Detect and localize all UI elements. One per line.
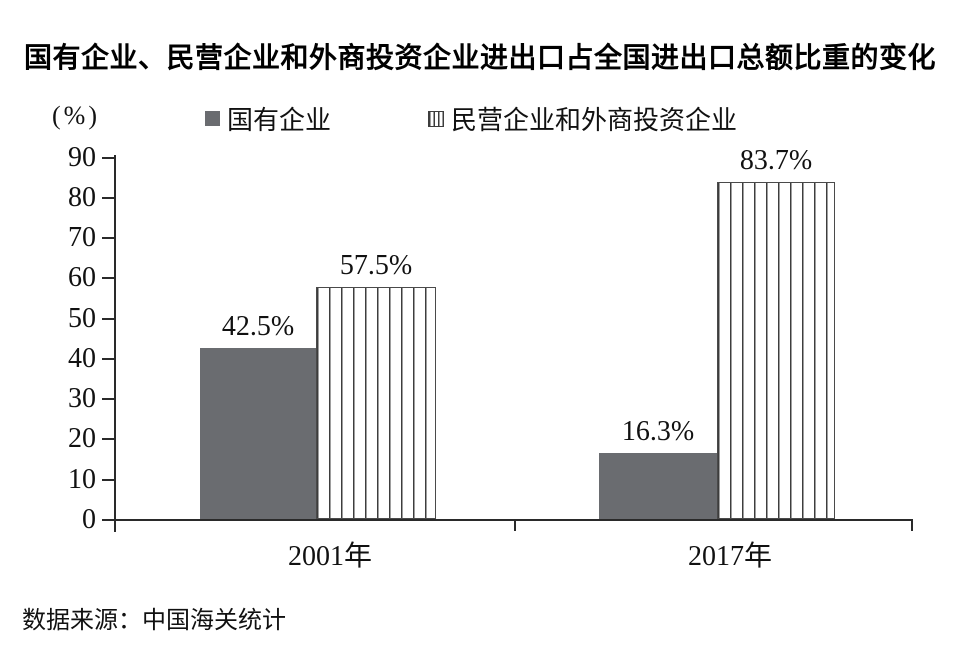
y-tick-label: 70 — [68, 222, 96, 254]
y-tick-label: 40 — [68, 342, 96, 374]
legend-item-state-owned: 国有企业 — [205, 100, 331, 137]
bar-striped — [316, 287, 436, 519]
y-tick — [102, 237, 114, 240]
x-tick — [514, 519, 516, 531]
y-tick-label: 90 — [68, 141, 96, 173]
y-tick — [102, 357, 114, 360]
x-axis-line — [114, 519, 913, 521]
y-tick — [102, 398, 114, 401]
y-tick-label: 0 — [82, 504, 96, 535]
bar-solid — [200, 347, 316, 519]
y-tick — [102, 156, 114, 159]
legend-label: 民营企业和外商投资企业 — [451, 106, 738, 135]
source-note: 数据来源：中国海关统计 — [22, 608, 286, 634]
y-tick — [102, 317, 114, 320]
legend-label: 国有企业 — [227, 106, 332, 135]
category-label-2001: 2001年 — [287, 541, 372, 572]
y-tick — [102, 196, 114, 199]
legend-item-private-foreign: 民营企业和外商投资企业 — [428, 100, 737, 137]
bar-solid — [599, 453, 717, 519]
y-tick — [102, 277, 114, 280]
bar-striped — [717, 181, 835, 519]
solid-gray-square-icon — [205, 111, 220, 126]
y-tick-label: 80 — [68, 181, 96, 213]
y-tick — [102, 519, 114, 521]
chart-title: 国有企业、民营企业和外商投资企业进出口占全国进出口总额比重的变化 — [23, 42, 936, 73]
category-label-2017: 2017年 — [687, 541, 772, 572]
value-label: 83.7% — [739, 144, 813, 176]
value-label: 57.5% — [339, 250, 413, 282]
vertical-striped-square-icon — [428, 110, 444, 127]
y-tick-label: 50 — [68, 302, 96, 334]
value-label: 16.3% — [621, 416, 695, 448]
y-axis-line — [114, 155, 116, 532]
y-tick-label: 30 — [68, 383, 96, 415]
y-tick — [102, 438, 114, 441]
x-tick — [911, 519, 913, 531]
y-axis-unit-label: (%) — [52, 101, 100, 130]
y-tick-label: 10 — [68, 463, 96, 495]
y-tick-label: 60 — [68, 262, 96, 294]
y-tick-label: 20 — [68, 423, 96, 455]
value-label: 42.5% — [221, 310, 295, 342]
y-tick — [102, 478, 114, 481]
